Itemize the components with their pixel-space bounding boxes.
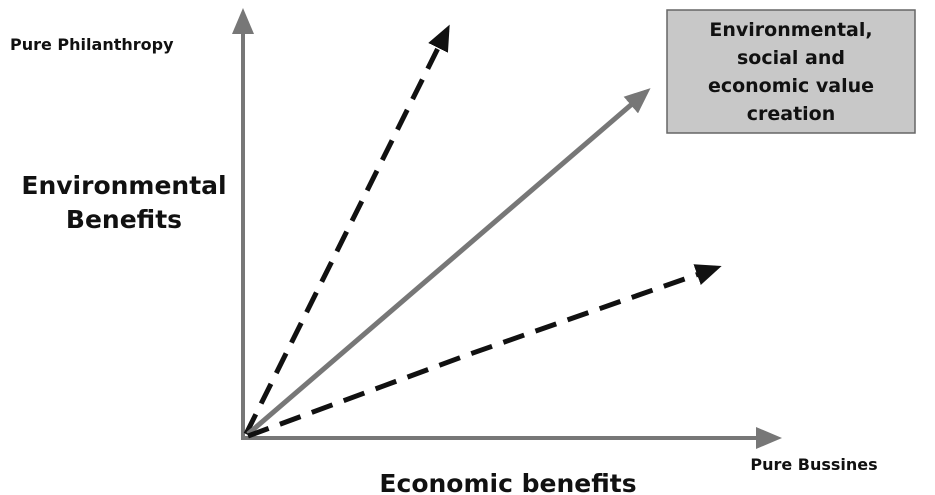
end-label: Pure Bussines	[750, 455, 877, 474]
philanthropy-arrow	[243, 24, 450, 436]
x-axis-title: Economic benefits	[379, 469, 636, 495]
business-arrow	[247, 264, 722, 439]
value-box	[666, 9, 916, 134]
y-axis-title: Environmental	[21, 171, 226, 200]
top-label: Pure Philanthropy	[10, 35, 174, 54]
box-line: economic value	[708, 75, 874, 97]
value-creation-arrow	[246, 88, 651, 436]
box-line: social and	[737, 47, 845, 69]
box-line: Environmental,	[709, 19, 872, 41]
y-axis-title: Benefits	[66, 205, 182, 234]
box-line: creation	[747, 103, 836, 125]
